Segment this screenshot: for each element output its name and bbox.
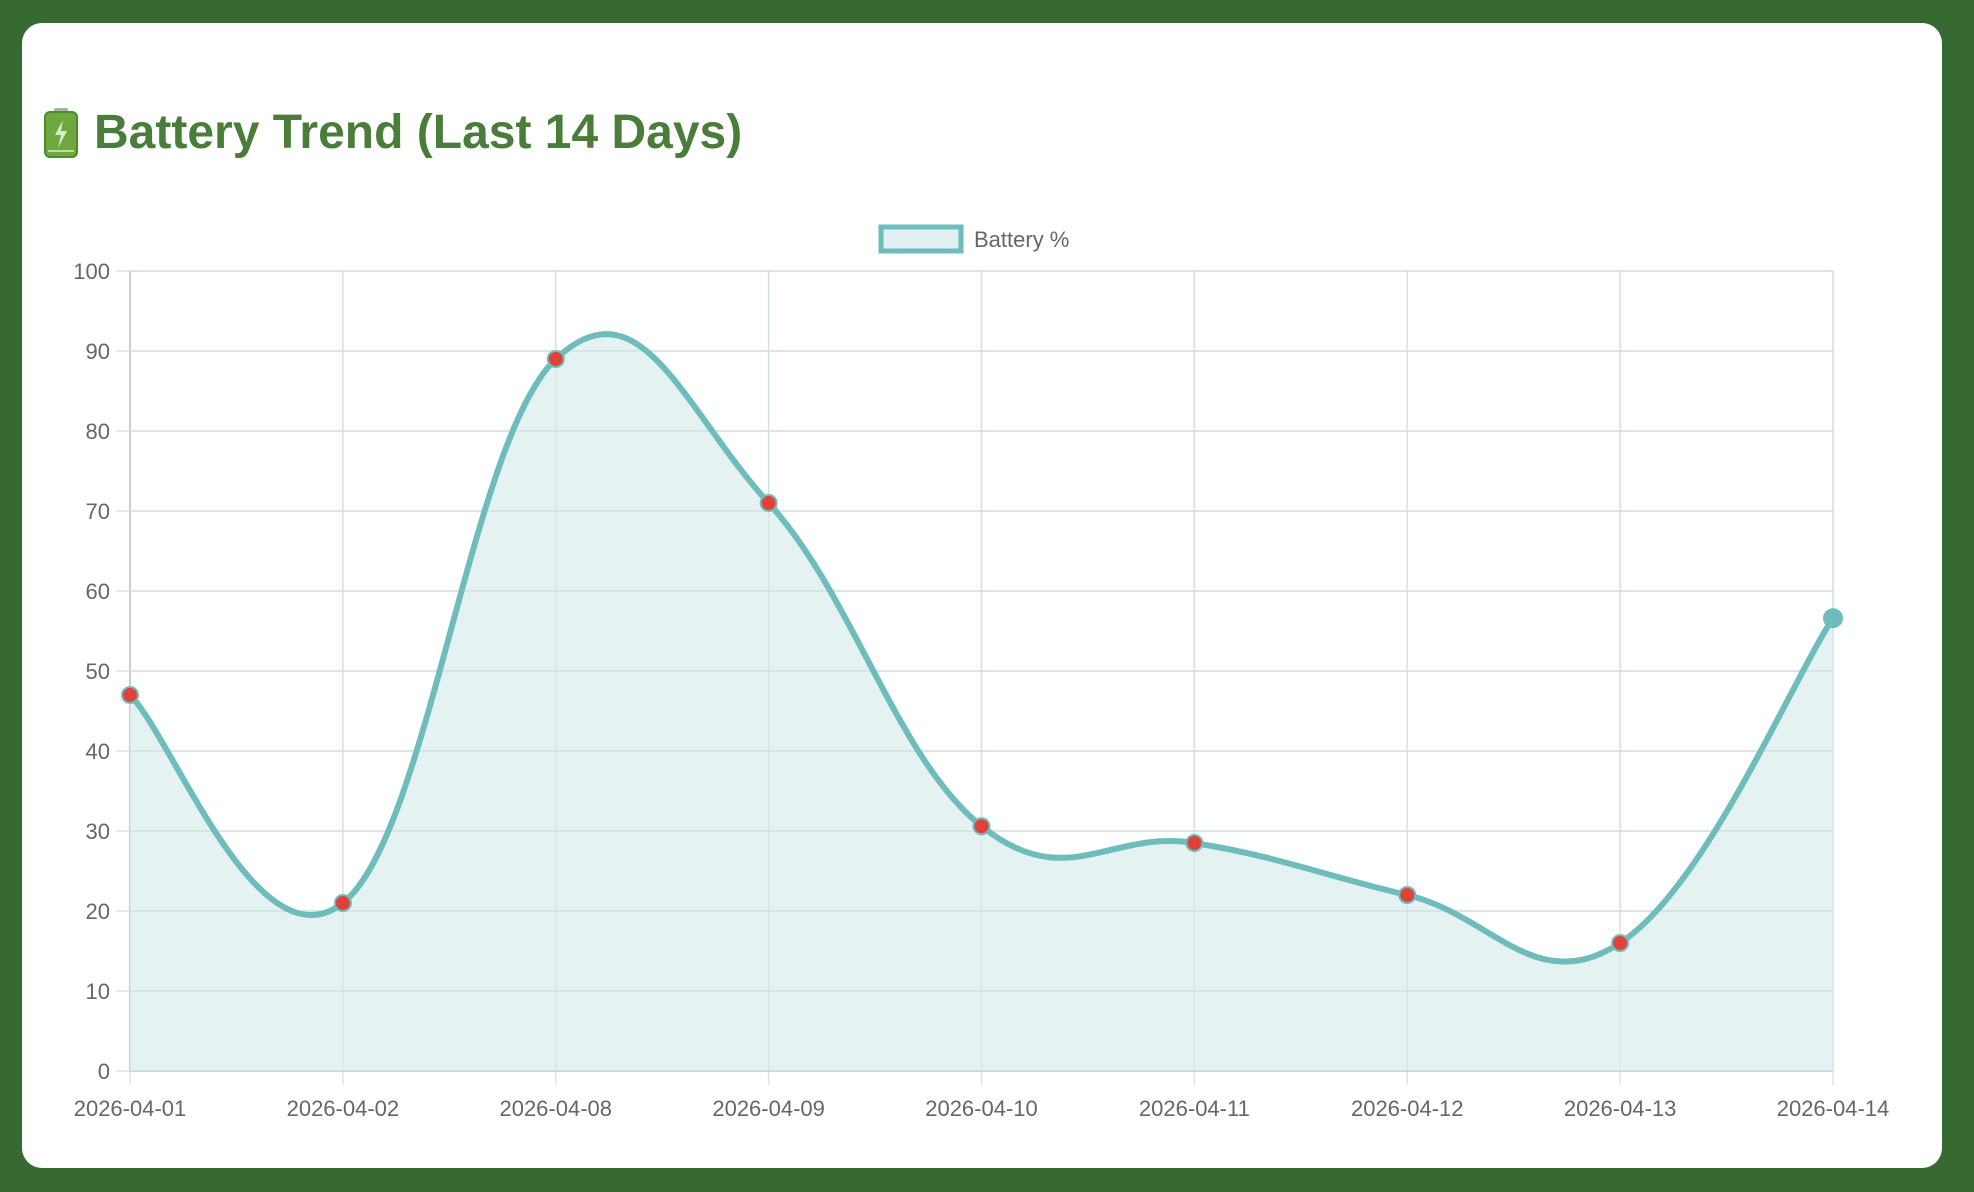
battery-line — [127, 331, 1836, 965]
x-tick-label: 2026-04-10 — [925, 1096, 1038, 1121]
data-point[interactable] — [546, 350, 565, 368]
x-tick-label: 2026-04-14 — [1777, 1096, 1890, 1121]
y-tick-label: 10 — [86, 979, 110, 1004]
data-point[interactable] — [1611, 934, 1630, 952]
y-tick-label: 100 — [73, 259, 110, 284]
data-point[interactable] — [1398, 886, 1417, 904]
legend-swatch — [878, 224, 964, 254]
legend-item[interactable]: Battery % — [878, 224, 1069, 254]
x-tick-label: 2026-04-12 — [1351, 1096, 1464, 1121]
x-tick-label: 2026-04-11 — [1139, 1096, 1250, 1121]
y-tick-label: 30 — [86, 819, 110, 844]
x-tick-label: 2026-04-09 — [712, 1096, 825, 1121]
data-point[interactable] — [972, 817, 991, 836]
data-point[interactable] — [333, 894, 352, 912]
page-title-text: Battery Trend (Last 14 Days) — [94, 106, 743, 159]
y-tick-label: 40 — [86, 739, 110, 764]
legend-label: Battery % — [974, 227, 1069, 252]
y-tick-label: 80 — [86, 419, 110, 444]
page-title: Battery Trend (Last 14 Days) — [44, 105, 742, 160]
y-tick-label: 20 — [86, 899, 110, 924]
y-tick-label: 70 — [86, 499, 110, 524]
y-tick-label: 50 — [86, 659, 110, 684]
battery-icon — [44, 107, 78, 158]
data-point[interactable] — [759, 494, 778, 512]
x-tick-label: 2026-04-08 — [499, 1096, 612, 1121]
x-tick-label: 2026-04-02 — [287, 1096, 400, 1121]
y-tick-label: 0 — [98, 1059, 110, 1084]
x-tick-label: 2026-04-13 — [1564, 1096, 1677, 1121]
x-tick-label: 2026-04-01 — [74, 1096, 187, 1121]
data-point[interactable] — [1185, 834, 1204, 852]
data-point[interactable] — [1823, 608, 1843, 629]
y-tick-label: 60 — [86, 579, 110, 604]
data-point[interactable] — [121, 686, 139, 704]
y-tick-label: 90 — [86, 339, 110, 364]
